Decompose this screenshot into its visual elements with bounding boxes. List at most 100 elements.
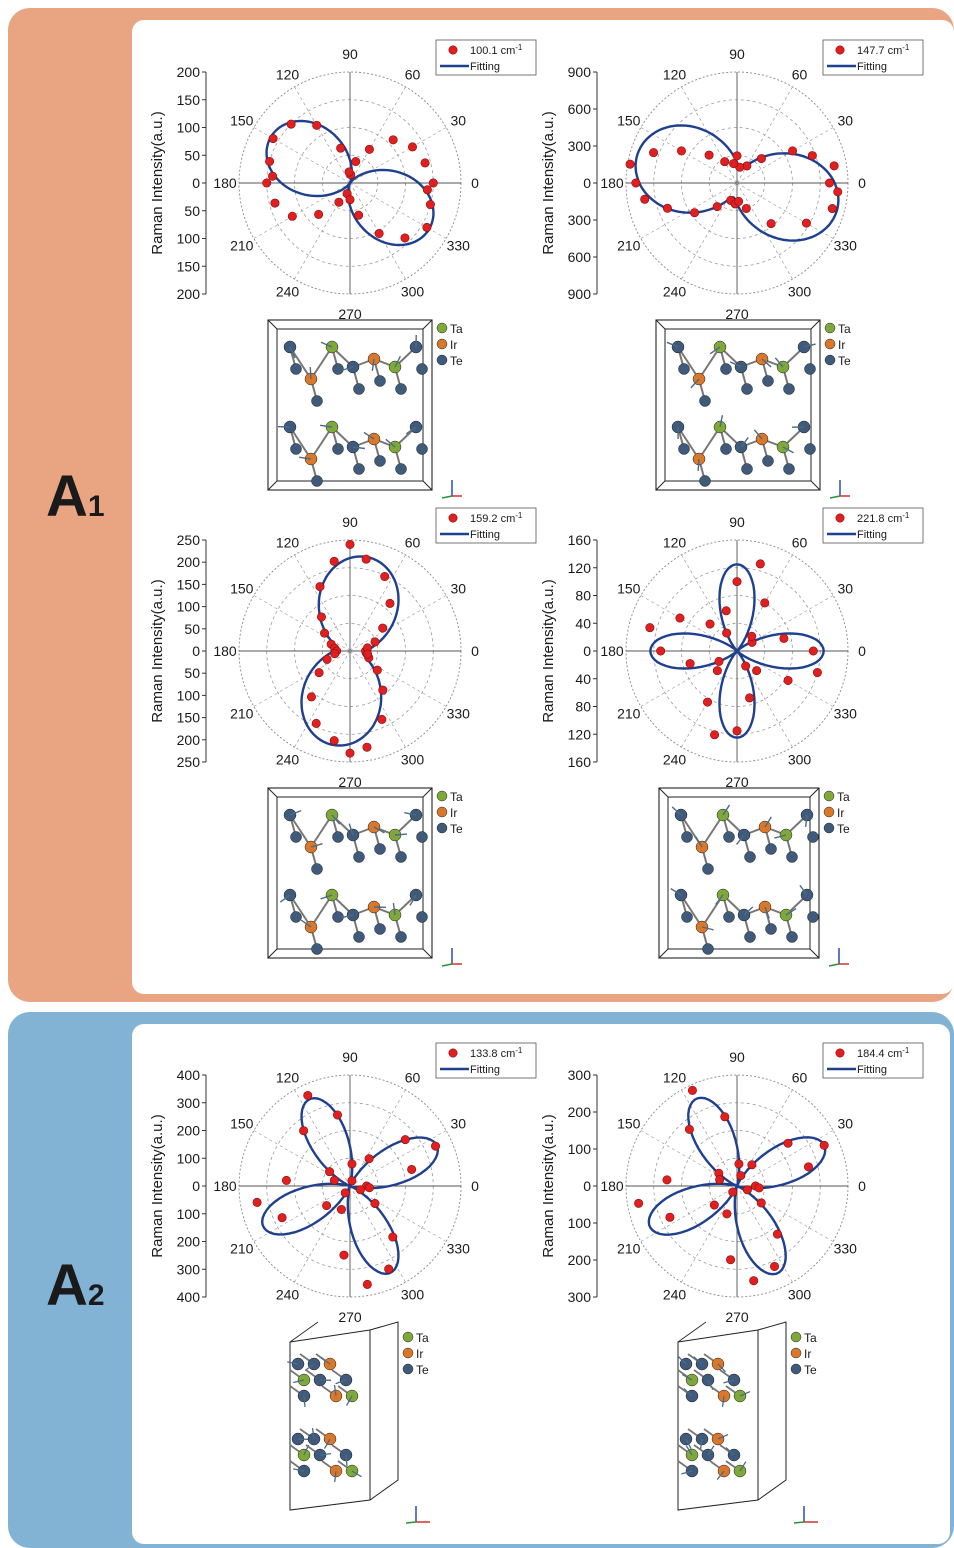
- radial-tick-label: 900: [568, 64, 592, 80]
- data-point: [703, 697, 713, 707]
- angle-tick-label: 270: [725, 306, 749, 322]
- displacement-arrow: [774, 834, 787, 839]
- radial-tick-label: 150: [177, 576, 201, 592]
- radial-tick-label: 0: [583, 1178, 591, 1194]
- displacement-arrow: [345, 1395, 353, 1406]
- radial-tick-label: 100: [177, 599, 201, 615]
- atom-bond: [310, 346, 333, 380]
- data-point: [384, 1264, 394, 1274]
- data-point: [362, 1279, 372, 1289]
- angle-tick-label: 330: [447, 706, 471, 722]
- displacement-arrow: [722, 804, 731, 816]
- unit-cell-edge: [809, 948, 820, 959]
- radial-tick-label: 50: [184, 665, 200, 681]
- te-atom: [395, 931, 407, 943]
- displacement-arrow: [739, 1390, 751, 1397]
- angle-tick-label: 120: [276, 1070, 300, 1086]
- atom-legend-label: Te: [804, 1363, 817, 1377]
- atom-bond: [677, 426, 700, 460]
- data-point: [364, 1183, 374, 1193]
- data-point: [829, 161, 839, 171]
- data-point: [420, 158, 430, 168]
- atom-legend-label: Ta: [804, 1331, 817, 1345]
- polar-radial-line: [253, 650, 351, 707]
- displacement-arrow: [392, 903, 396, 916]
- angle-tick-label: 240: [276, 751, 300, 767]
- angle-tick-label: 0: [471, 175, 479, 191]
- displacement-arrow: [743, 906, 754, 916]
- displacement-arrow: [279, 894, 291, 903]
- data-point: [801, 218, 811, 228]
- angle-tick-label: 240: [663, 751, 687, 767]
- crystal-structure: Ta Ir Te: [677, 1321, 818, 1524]
- displacement-arrow: [293, 1379, 305, 1384]
- angle-tick-label: 210: [617, 238, 641, 254]
- displacement-arrow: [341, 366, 354, 372]
- data-point: [833, 187, 843, 197]
- data-point: [431, 1141, 441, 1151]
- unit-cell-inner: [667, 796, 811, 950]
- radial-tick-label: 300: [568, 1067, 592, 1083]
- data-point: [355, 1185, 365, 1195]
- data-point: [742, 1185, 752, 1195]
- data-point: [340, 1188, 350, 1198]
- crystal-structure: Ta Ir Te: [655, 319, 851, 499]
- legend-mode-superscript: -1: [902, 1046, 910, 1055]
- te-atom: [807, 911, 819, 923]
- data-point: [720, 157, 730, 167]
- te-atom: [332, 831, 344, 843]
- displacement-arrow: [310, 843, 323, 848]
- te-atom: [678, 443, 690, 455]
- legend-box: [435, 507, 537, 544]
- section-label-a2: A2: [46, 1252, 105, 1319]
- te-atom: [762, 375, 774, 387]
- polar-radial-line: [736, 127, 834, 184]
- angle-tick-label: 330: [447, 1241, 471, 1257]
- data-point: [265, 156, 275, 166]
- displacement-arrow: [736, 834, 745, 845]
- data-point: [325, 1167, 335, 1177]
- atom-legend-label: Ta: [837, 790, 850, 804]
- data-point: [752, 666, 762, 676]
- angle-tick-label: 30: [837, 1116, 853, 1132]
- legend-fit-label: Fitting: [857, 61, 887, 73]
- fit-curve: [260, 1096, 440, 1276]
- atom-legend-label: Ir: [837, 806, 844, 820]
- displacement-arrow: [721, 1395, 725, 1407]
- displacement-arrow: [685, 1438, 692, 1450]
- displacement-arrow: [695, 836, 703, 848]
- atom-legend-marker: [790, 1347, 802, 1359]
- data-point: [747, 1160, 757, 1170]
- radial-tick-label: 300: [177, 1261, 201, 1277]
- angle-tick-label: 60: [405, 535, 421, 551]
- legend-fit-label: Fitting: [470, 529, 500, 541]
- atom-legend-label: Ta: [838, 322, 851, 336]
- axis-triad-b: [829, 495, 841, 499]
- data-point: [631, 178, 641, 188]
- atom-legend-marker: [436, 354, 448, 366]
- radial-tick-label: 100: [568, 1141, 592, 1157]
- atom-legend-label: Ir: [450, 338, 457, 352]
- te-atom: [744, 931, 756, 943]
- displacement-arrow: [723, 1379, 735, 1384]
- atom-legend-marker: [436, 822, 448, 834]
- data-point: [662, 1175, 672, 1185]
- displacement-arrow: [352, 446, 365, 450]
- data-point: [741, 661, 751, 671]
- atom-legend-marker: [402, 1331, 414, 1343]
- atom-legend-marker: [790, 1363, 802, 1375]
- displacement-arrow: [804, 814, 808, 828]
- atom-legend-label: Te: [837, 822, 850, 836]
- data-point: [720, 1112, 730, 1122]
- data-point: [262, 178, 272, 188]
- data-point: [315, 582, 325, 592]
- atom-legend-label: Ta: [450, 322, 463, 336]
- fit-curve: [265, 119, 435, 247]
- legend-point-marker: [448, 1048, 458, 1058]
- atom-bond: [677, 346, 700, 380]
- radial-tick-label: 0: [192, 175, 200, 191]
- section-subscript: 1: [87, 490, 105, 523]
- data-point: [712, 666, 722, 676]
- data-point: [287, 211, 297, 221]
- radial-tick-label: 200: [177, 286, 201, 302]
